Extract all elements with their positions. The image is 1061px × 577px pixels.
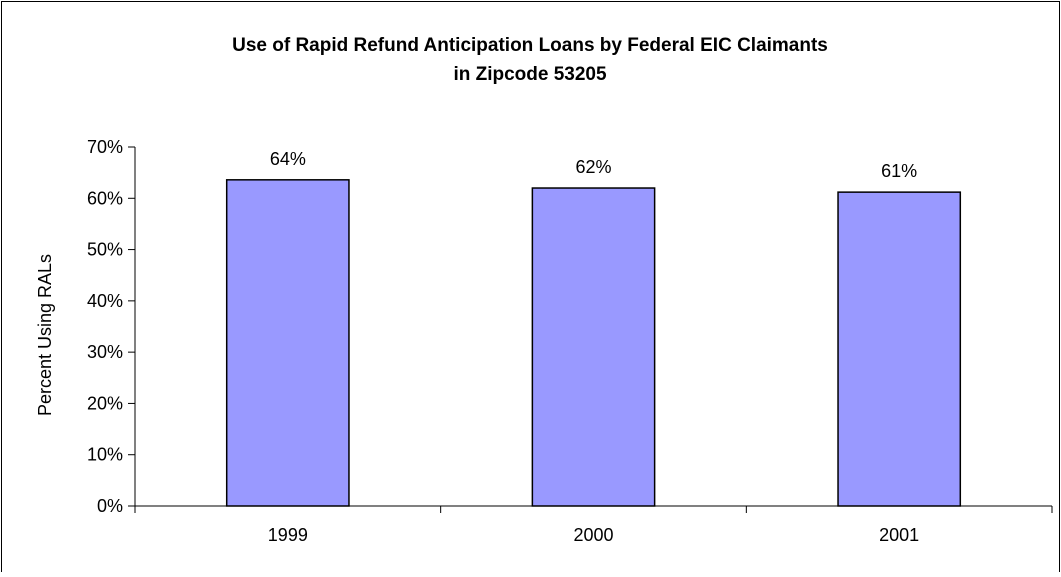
y-tick-label: 60%	[87, 188, 123, 208]
y-tick-label: 70%	[87, 137, 123, 157]
chart-title-line-1: Use of Rapid Refund Anticipation Loans b…	[232, 35, 828, 56]
chart-title-line-2: in Zipcode 53205	[453, 64, 607, 85]
y-tick-label: 10%	[87, 445, 123, 465]
x-tick-label-2001: 2001	[879, 525, 919, 545]
data-label-2001: 61%	[881, 161, 917, 181]
bar-2001	[837, 191, 962, 507]
y-tick-label: 50%	[87, 240, 123, 260]
x-axis-tick-labels: 1999 2000 2001	[268, 525, 919, 545]
y-axis-label: Percent Using RALs	[35, 254, 55, 416]
data-label-1999: 64%	[270, 149, 306, 169]
x-tick-label-1999: 1999	[268, 525, 308, 545]
bar-1999	[225, 179, 350, 507]
y-tick-label: 0%	[97, 496, 123, 516]
bar-series	[225, 179, 962, 507]
y-axis-ticks: 0% 10% 20% 30% 40% 50% 60% 70%	[87, 137, 135, 516]
data-labels: 64% 62% 61%	[270, 149, 917, 181]
x-axis-ticks	[134, 506, 1053, 513]
bar-2000	[531, 187, 656, 507]
y-tick-label: 30%	[87, 342, 123, 362]
data-label-2000: 62%	[575, 157, 611, 177]
y-tick-label: 40%	[87, 291, 123, 311]
x-tick-label-2000: 2000	[573, 525, 613, 545]
y-tick-label: 20%	[87, 393, 123, 413]
